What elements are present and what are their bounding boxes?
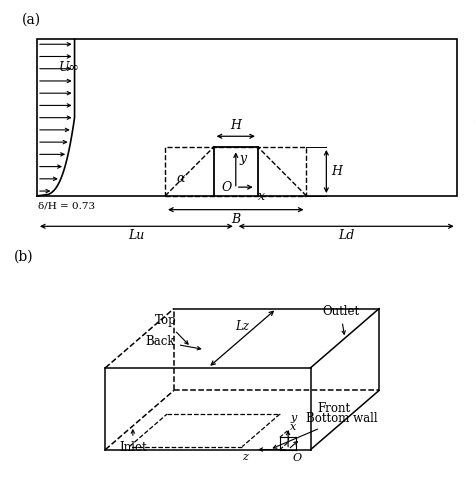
Text: Ld: Ld (338, 229, 354, 242)
Text: Lz: Lz (235, 320, 249, 332)
Text: z: z (243, 452, 248, 462)
Bar (37, 40, 456, 196)
Text: α: α (176, 172, 185, 185)
Text: δ/H = 0.73: δ/H = 0.73 (38, 202, 95, 211)
Text: H: H (332, 165, 342, 178)
Text: U∞: U∞ (59, 61, 80, 74)
Text: B: B (231, 212, 240, 226)
Text: y: y (290, 413, 296, 423)
Text: (b): (b) (14, 250, 34, 264)
Text: H: H (230, 120, 241, 132)
Text: O: O (222, 181, 232, 194)
Text: x: x (258, 190, 265, 203)
Text: (a): (a) (21, 12, 41, 26)
Text: x: x (290, 422, 297, 432)
Text: Bottom wall: Bottom wall (273, 412, 378, 448)
Text: Outlet: Outlet (322, 306, 359, 334)
Bar (165, 147, 306, 196)
Text: O: O (293, 453, 302, 463)
Text: Lu: Lu (128, 229, 144, 242)
Text: Top: Top (154, 314, 188, 344)
Text: y: y (239, 152, 247, 165)
Text: Inlet: Inlet (119, 430, 147, 454)
Text: Back: Back (145, 335, 200, 350)
Text: Front: Front (317, 402, 351, 415)
